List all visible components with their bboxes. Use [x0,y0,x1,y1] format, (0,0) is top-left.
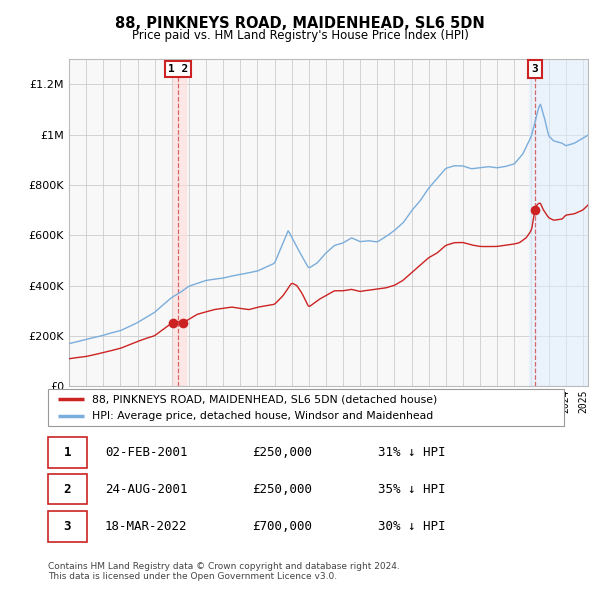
Text: £250,000: £250,000 [252,446,312,459]
Text: 3: 3 [64,520,71,533]
Text: 31% ↓ HPI: 31% ↓ HPI [378,446,445,459]
Text: £250,000: £250,000 [252,483,312,496]
Text: HPI: Average price, detached house, Windsor and Maidenhead: HPI: Average price, detached house, Wind… [92,411,433,421]
Text: 30% ↓ HPI: 30% ↓ HPI [378,520,445,533]
Text: 18-MAR-2022: 18-MAR-2022 [105,520,187,533]
Text: 1 2: 1 2 [167,64,188,74]
Text: Contains HM Land Registry data © Crown copyright and database right 2024.: Contains HM Land Registry data © Crown c… [48,562,400,571]
Text: 88, PINKNEYS ROAD, MAIDENHEAD, SL6 5DN: 88, PINKNEYS ROAD, MAIDENHEAD, SL6 5DN [115,16,485,31]
Bar [529,59,588,386]
Text: 1: 1 [64,446,71,459]
Text: This data is licensed under the Open Government Licence v3.0.: This data is licensed under the Open Gov… [48,572,337,581]
Text: 35% ↓ HPI: 35% ↓ HPI [378,483,445,496]
Bar [173,59,187,386]
Text: 24-AUG-2001: 24-AUG-2001 [105,483,187,496]
Text: 02-FEB-2001: 02-FEB-2001 [105,446,187,459]
Text: 2: 2 [64,483,71,496]
Text: Price paid vs. HM Land Registry's House Price Index (HPI): Price paid vs. HM Land Registry's House … [131,29,469,42]
Text: 88, PINKNEYS ROAD, MAIDENHEAD, SL6 5DN (detached house): 88, PINKNEYS ROAD, MAIDENHEAD, SL6 5DN (… [92,394,437,404]
Text: 3: 3 [532,64,538,74]
Text: £700,000: £700,000 [252,520,312,533]
